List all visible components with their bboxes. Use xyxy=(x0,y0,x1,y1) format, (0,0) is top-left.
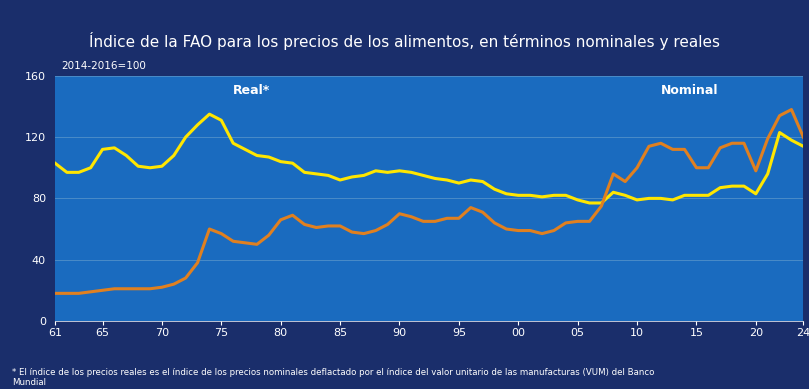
Text: 2014-2016=100: 2014-2016=100 xyxy=(61,61,146,71)
Text: Real*: Real* xyxy=(233,84,270,97)
Text: Índice de la FAO para los precios de los alimentos, en términos nominales y real: Índice de la FAO para los precios de los… xyxy=(89,32,720,50)
Text: Nominal: Nominal xyxy=(661,84,718,97)
Text: * El índice de los precios reales es el índice de los precios nominales deflacta: * El índice de los precios reales es el … xyxy=(12,368,654,387)
